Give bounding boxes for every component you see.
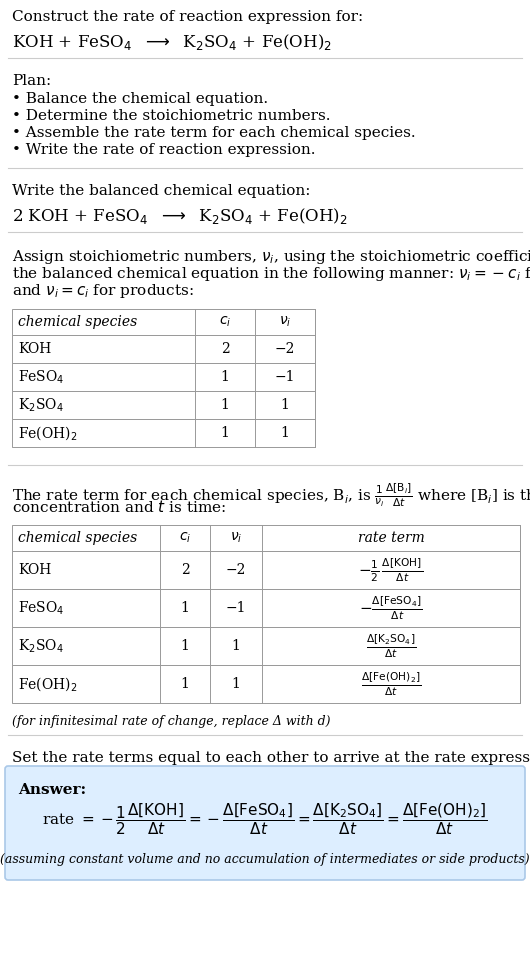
Text: Construct the rate of reaction expression for:: Construct the rate of reaction expressio… — [12, 10, 363, 24]
FancyBboxPatch shape — [5, 766, 525, 880]
Text: The rate term for each chemical species, B$_i$, is $\frac{1}{\nu_i}\frac{\Delta[: The rate term for each chemical species,… — [12, 481, 530, 508]
Text: 1: 1 — [181, 639, 189, 653]
Text: rate term: rate term — [358, 531, 425, 545]
Text: 1: 1 — [280, 426, 289, 440]
Bar — [12, 335, 315, 363]
Text: $\frac{\Delta[\mathrm{K_2SO_4}]}{\Delta t}$: $\frac{\Delta[\mathrm{K_2SO_4}]}{\Delta … — [366, 632, 416, 660]
Text: $\nu_i$: $\nu_i$ — [279, 315, 291, 329]
Text: rate $= -\dfrac{1}{2}\dfrac{\Delta[\mathrm{KOH}]}{\Delta t} = -\dfrac{\Delta[\ma: rate $= -\dfrac{1}{2}\dfrac{\Delta[\math… — [42, 801, 488, 836]
Text: Plan:: Plan: — [12, 74, 51, 88]
Text: (assuming constant volume and no accumulation of intermediates or side products): (assuming constant volume and no accumul… — [0, 853, 530, 866]
Text: −2: −2 — [275, 342, 295, 356]
Text: Set the rate terms equal to each other to arrive at the rate expression:: Set the rate terms equal to each other t… — [12, 751, 530, 765]
Text: (for infinitesimal rate of change, replace Δ with d): (for infinitesimal rate of change, repla… — [12, 715, 331, 728]
Bar — [12, 309, 315, 335]
Text: 1: 1 — [220, 370, 229, 384]
Text: KOH + FeSO$_4$  $\longrightarrow$  K$_2$SO$_4$ + Fe(OH)$_2$: KOH + FeSO$_4$ $\longrightarrow$ K$_2$SO… — [12, 32, 332, 52]
Text: • Assemble the rate term for each chemical species.: • Assemble the rate term for each chemic… — [12, 126, 416, 140]
Text: FeSO$_4$: FeSO$_4$ — [18, 599, 65, 617]
Text: Fe(OH)$_2$: Fe(OH)$_2$ — [18, 425, 77, 442]
Text: Answer:: Answer: — [18, 783, 86, 797]
Text: • Write the rate of reaction expression.: • Write the rate of reaction expression. — [12, 143, 315, 157]
Text: 1: 1 — [220, 398, 229, 412]
Text: 2: 2 — [220, 342, 229, 356]
Text: $c_i$: $c_i$ — [179, 531, 191, 546]
Text: KOH: KOH — [18, 342, 51, 356]
Text: −1: −1 — [275, 370, 295, 384]
Text: 1: 1 — [181, 677, 189, 691]
Bar — [12, 363, 315, 391]
Text: 1: 1 — [280, 398, 289, 412]
Text: chemical species: chemical species — [18, 531, 137, 545]
Bar — [12, 419, 315, 447]
Text: the balanced chemical equation in the following manner: $\nu_i = -c_i$ for react: the balanced chemical equation in the fo… — [12, 265, 530, 283]
Bar — [12, 525, 520, 551]
Text: concentration and $t$ is time:: concentration and $t$ is time: — [12, 499, 226, 515]
Text: • Determine the stoichiometric numbers.: • Determine the stoichiometric numbers. — [12, 109, 331, 123]
Text: • Balance the chemical equation.: • Balance the chemical equation. — [12, 92, 268, 106]
Text: K$_2$SO$_4$: K$_2$SO$_4$ — [18, 396, 64, 414]
Text: 2 KOH + FeSO$_4$  $\longrightarrow$  K$_2$SO$_4$ + Fe(OH)$_2$: 2 KOH + FeSO$_4$ $\longrightarrow$ K$_2$… — [12, 206, 348, 226]
Bar — [12, 627, 520, 665]
Text: 1: 1 — [232, 677, 241, 691]
Text: $\frac{\Delta[\mathrm{Fe(OH)_2}]}{\Delta t}$: $\frac{\Delta[\mathrm{Fe(OH)_2}]}{\Delta… — [361, 671, 421, 698]
Text: 1: 1 — [232, 639, 241, 653]
Text: $-\frac{\Delta[\mathrm{FeSO_4}]}{\Delta t}$: $-\frac{\Delta[\mathrm{FeSO_4}]}{\Delta … — [359, 594, 423, 622]
Bar — [12, 589, 520, 627]
Text: KOH: KOH — [18, 563, 51, 577]
Text: −2: −2 — [226, 563, 246, 577]
Bar — [12, 551, 520, 589]
Text: 1: 1 — [181, 601, 189, 615]
Text: Assign stoichiometric numbers, $\nu_i$, using the stoichiometric coefficients, $: Assign stoichiometric numbers, $\nu_i$, … — [12, 248, 530, 266]
Text: FeSO$_4$: FeSO$_4$ — [18, 368, 65, 386]
Bar — [12, 391, 315, 419]
Text: $\nu_i$: $\nu_i$ — [230, 531, 242, 546]
Text: $c_i$: $c_i$ — [219, 315, 231, 329]
Bar — [12, 665, 520, 703]
Text: $-\frac{1}{2}\,\frac{\Delta[\mathrm{KOH}]}{\Delta t}$: $-\frac{1}{2}\,\frac{\Delta[\mathrm{KOH}… — [358, 556, 423, 584]
Text: 1: 1 — [220, 426, 229, 440]
Text: −1: −1 — [226, 601, 246, 615]
Text: Fe(OH)$_2$: Fe(OH)$_2$ — [18, 675, 77, 693]
Text: and $\nu_i = c_i$ for products:: and $\nu_i = c_i$ for products: — [12, 282, 194, 300]
Text: 2: 2 — [181, 563, 189, 577]
Text: Write the balanced chemical equation:: Write the balanced chemical equation: — [12, 184, 311, 198]
Text: K$_2$SO$_4$: K$_2$SO$_4$ — [18, 637, 64, 655]
Text: chemical species: chemical species — [18, 315, 137, 329]
